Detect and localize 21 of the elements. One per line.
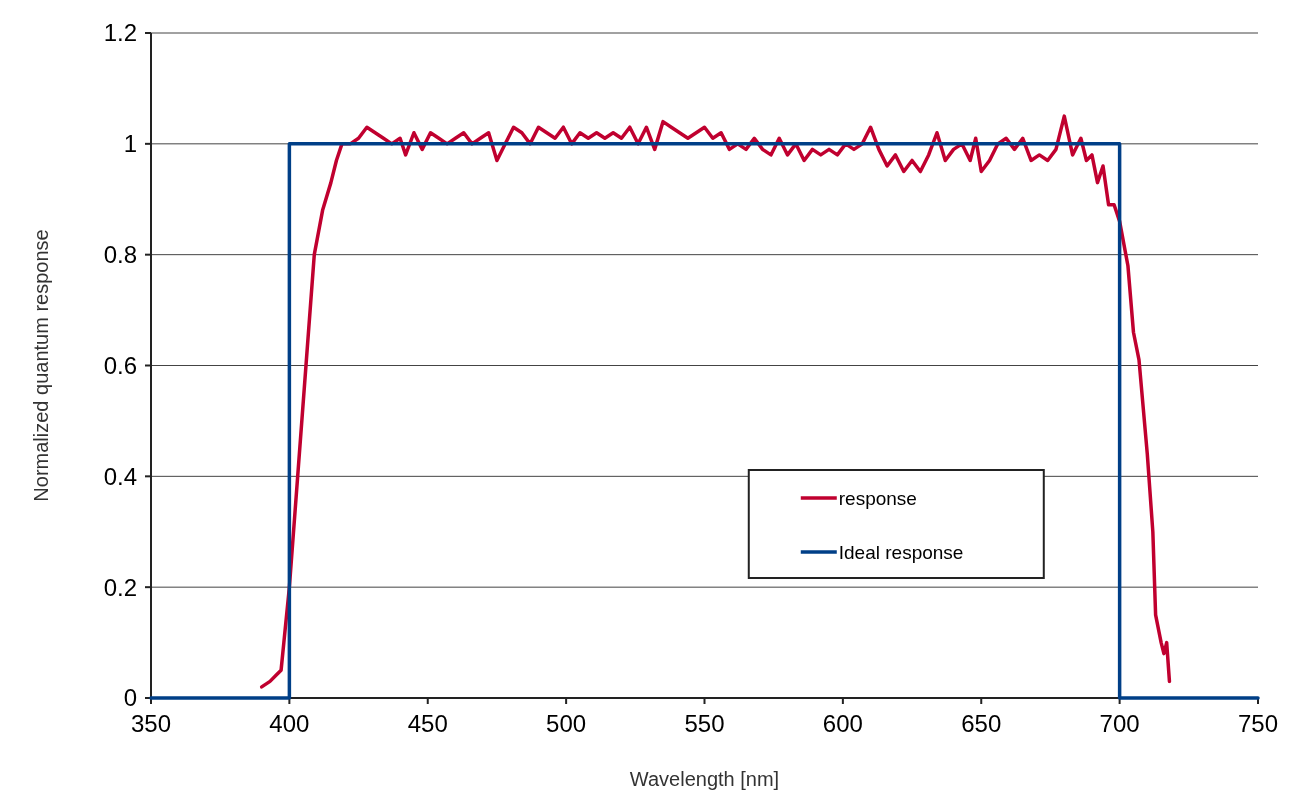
- x-tick-label: 550: [684, 710, 725, 737]
- x-tick-label: 750: [1237, 710, 1279, 737]
- legend-label: Ideal response: [838, 541, 964, 563]
- x-tick-label: 600: [822, 710, 863, 737]
- legend-label: response: [838, 487, 917, 509]
- y-tick-label: 1: [123, 130, 137, 158]
- y-tick-label: 1.2: [103, 19, 137, 47]
- x-tick-label: 650: [961, 710, 1002, 737]
- y-tick-label: 0.4: [103, 462, 137, 490]
- x-tick-label: 700: [1099, 710, 1140, 737]
- x-tick-label: 450: [407, 710, 448, 737]
- y-axis-title: Normalized quantum response: [30, 229, 52, 502]
- x-axis-title: Wavelength [nm]: [629, 768, 780, 790]
- y-tick-label: 0: [123, 684, 137, 712]
- y-tick-label: 0.6: [103, 351, 137, 379]
- x-tick-label: 350: [130, 710, 172, 737]
- x-tick-label: 400: [269, 710, 310, 737]
- line-series: [259, 114, 1172, 689]
- y-tick-label: 0.2: [103, 573, 137, 601]
- x-tick-label: 500: [546, 710, 587, 737]
- y-tick-label: 0.8: [103, 241, 137, 269]
